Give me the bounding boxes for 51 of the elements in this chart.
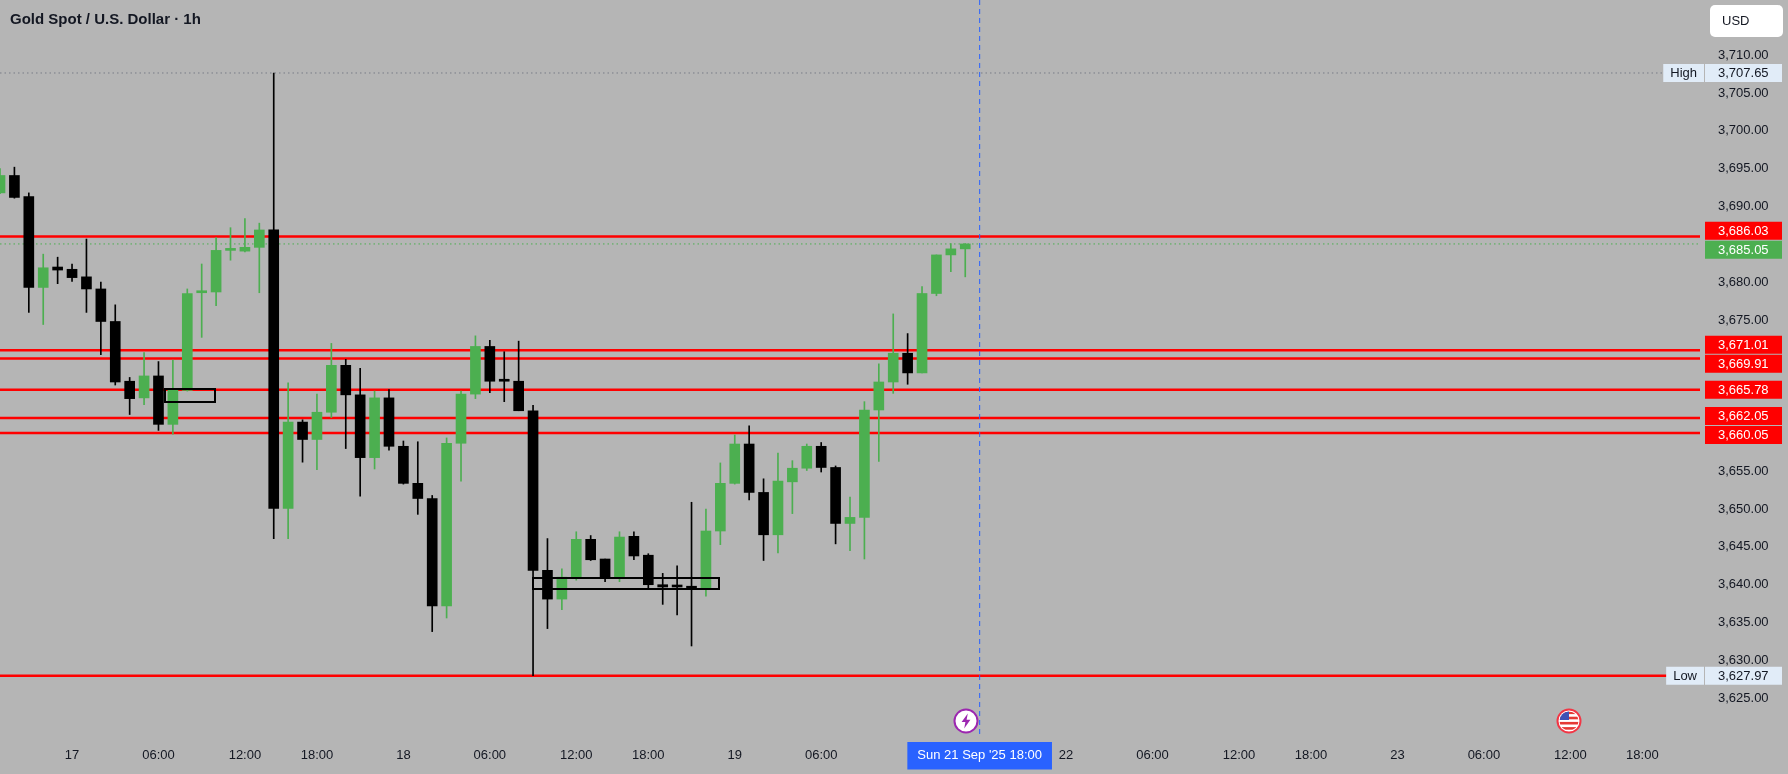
x-tick-label: 23 xyxy=(1390,747,1405,763)
x-tick-label: 12:00 xyxy=(1222,747,1256,763)
ref-line-label: 3,671.01 xyxy=(1718,336,1769,352)
x-tick-label: 17 xyxy=(64,747,80,763)
ref-line-label: 3,707.65 xyxy=(1718,65,1769,81)
y-tick-label: 3,650.00 xyxy=(1718,500,1769,516)
x-tick-label: 19 xyxy=(727,747,742,763)
candlestick xyxy=(657,573,669,605)
candlestick xyxy=(844,496,856,552)
y-tick-label: 3,700.00 xyxy=(1718,122,1769,138)
x-tick-label: 18:00 xyxy=(300,747,334,763)
annotation: High xyxy=(1670,65,1698,81)
candlestick xyxy=(412,441,424,515)
x-tick-label: 18 xyxy=(396,747,411,763)
text: Gold Spot / U.S. Dollar · 1h xyxy=(10,10,201,28)
x-tick-label: 18:00 xyxy=(1626,747,1659,763)
ref-line-label: 3,685.05 xyxy=(1718,241,1769,257)
ref-line-label: 3,669.91 xyxy=(1718,355,1769,371)
y-tick-label: 3,630.00 xyxy=(1718,651,1769,667)
x-tick-label: 06:00 xyxy=(804,747,838,763)
ref-line-label: 3,660.05 xyxy=(1718,427,1769,443)
x-tick-label: 06:00 xyxy=(1136,747,1169,763)
x-tick-label: 22 xyxy=(1058,747,1074,763)
ref-line-label: 3,627.97 xyxy=(1718,667,1769,683)
x-tick-label: 18:00 xyxy=(1294,747,1328,763)
candlestick xyxy=(498,351,510,402)
y-tick-label: 3,625.00 xyxy=(1718,689,1769,705)
ref-line-label: 3,686.03 xyxy=(1718,222,1769,238)
x-tick-label: 06:00 xyxy=(473,747,507,763)
y-tick-label: 3,655.00 xyxy=(1718,462,1769,478)
x-tick-label: 18:00 xyxy=(632,747,665,763)
y-tick-label: 3,675.00 xyxy=(1718,311,1769,327)
x-tick-label: 12:00 xyxy=(228,747,262,763)
ref-line-label: 3,665.78 xyxy=(1718,381,1769,397)
candlestick xyxy=(196,263,208,338)
y-tick-label: 3,705.00 xyxy=(1718,84,1769,100)
y-axis-title: USD xyxy=(1722,12,1750,30)
x-tick-label: 06:00 xyxy=(142,747,175,763)
x-tick-label: 12:00 xyxy=(1554,747,1587,763)
ref-line-label: 3,662.05 xyxy=(1718,408,1769,424)
y-tick-label: 3,680.00 xyxy=(1718,273,1769,289)
y-tick-label: 3,640.00 xyxy=(1718,576,1769,592)
y-tick-label: 3,690.00 xyxy=(1718,198,1769,214)
y-tick-label: 3,695.00 xyxy=(1718,160,1769,176)
y-tick-label: 3,710.00 xyxy=(1718,46,1769,62)
y-tick-label: 3,645.00 xyxy=(1718,538,1769,554)
x-tick-label: 12:00 xyxy=(560,747,593,763)
y-tick-label: 3,635.00 xyxy=(1718,614,1769,630)
x-tick-label: Sun 21 Sep '25 18:00 xyxy=(917,747,1042,763)
x-tick-label: 06:00 xyxy=(1467,747,1501,763)
annotation: Low xyxy=(1673,667,1698,683)
